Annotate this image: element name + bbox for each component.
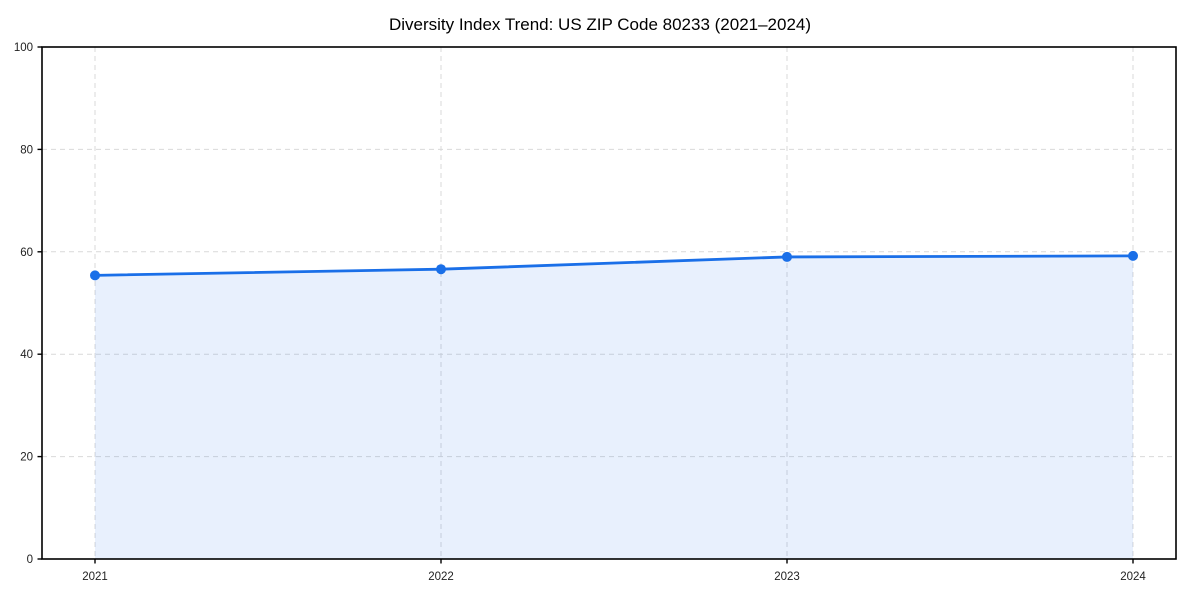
data-point-marker xyxy=(90,270,100,281)
y-tick-label: 60 xyxy=(20,247,33,259)
data-point-marker xyxy=(782,251,792,262)
x-tick-label: 2024 xyxy=(1120,571,1146,583)
y-tick-label: 0 xyxy=(27,554,33,566)
data-point-marker xyxy=(436,264,446,275)
chart-title: Diversity Index Trend: US ZIP Code 80233… xyxy=(388,15,812,34)
y-tick-label: 20 xyxy=(20,452,33,464)
y-tick-label: 40 xyxy=(20,349,33,361)
x-tick-label: 2023 xyxy=(774,571,800,583)
data-point-marker xyxy=(1128,250,1138,261)
x-tick-label: 2022 xyxy=(428,571,454,583)
y-tick-label: 100 xyxy=(14,42,33,54)
x-tick-label: 2021 xyxy=(82,571,108,583)
y-tick-label: 80 xyxy=(20,144,33,156)
plot-border xyxy=(41,46,1177,560)
trend-line xyxy=(93,254,1135,277)
area-fill xyxy=(95,255,1133,559)
